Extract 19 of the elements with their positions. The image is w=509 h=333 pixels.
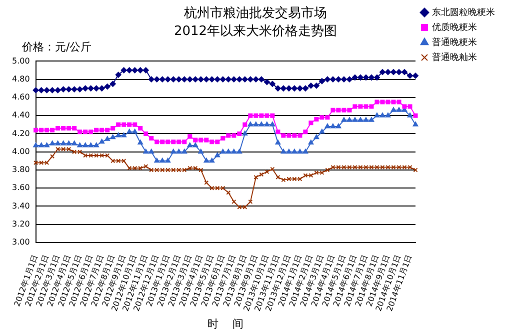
- y-tick-label: 4.80: [12, 74, 30, 84]
- legend-label: 优质晚粳米: [432, 22, 477, 33]
- y-tick-label: 4.60: [12, 92, 30, 102]
- legend-label: 普通晚粳米: [432, 36, 477, 48]
- chart-subtitle: 2012年以来大米价格走势图: [174, 24, 338, 39]
- chart-title: 杭州市粮油批发交易市场: [183, 5, 327, 22]
- y-tick-label: 4.40: [12, 110, 30, 120]
- y-tick-label: 4.00: [12, 146, 30, 156]
- y-tick-label: 3.20: [12, 219, 30, 228]
- y-tick-label: 5.00: [12, 56, 30, 66]
- y-axis-title: 价格：元/公斤: [21, 40, 92, 54]
- y-tick-label: 3.00: [12, 238, 30, 247]
- y-tick-label: 3.80: [12, 165, 30, 174]
- y-tick-label: 3.60: [12, 183, 30, 192]
- x-axis-title: 时 间: [208, 317, 244, 330]
- y-tick-label: 3.40: [12, 201, 30, 210]
- legend-label: 普通晚籼米: [432, 52, 477, 63]
- legend-label: 东北圆粒晚粳米: [432, 6, 495, 18]
- y-tick-label: 4.20: [12, 128, 30, 138]
